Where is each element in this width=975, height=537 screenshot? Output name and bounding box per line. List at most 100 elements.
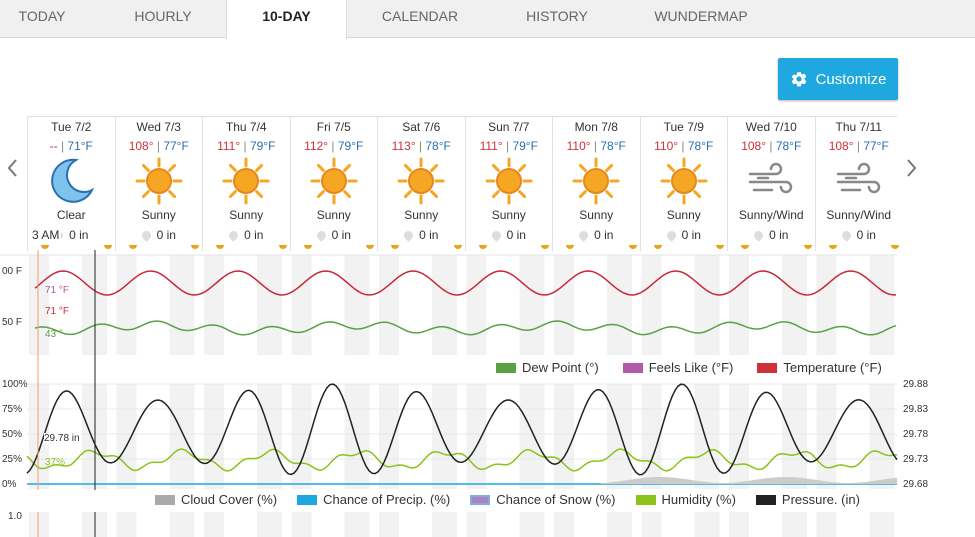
legend-swatch [155,494,175,505]
right-axis-label: 29.73 [903,454,929,465]
precip-pressure-chart [26,380,898,490]
sun-marker-icon [453,245,462,249]
day-column[interactable]: Sat 7/6 113° | 78°F Sunny 0 in [377,117,465,251]
night-band [29,512,49,537]
day-date: Wed 7/3 [136,120,181,134]
high-temp: 111° [217,139,241,153]
high-temp: 113° [391,139,416,153]
day-condition: Sunny/Wind [738,208,804,222]
sun-icon [221,156,271,206]
humidity-line [26,448,898,472]
day-date: Mon 7/8 [574,120,618,134]
sun-marker-icon [716,245,724,249]
night-band [554,255,574,355]
day-condition: Sunny [666,208,701,222]
precip-amount: 0 in [331,228,351,242]
night-band [29,255,49,355]
day-precip: 0 in [641,228,728,242]
day-date: Tue 7/2 [51,120,92,134]
day-column[interactable]: Sun 7/7 111° | 79°F Sunny 0 in [464,117,553,251]
night-band [869,255,895,355]
day-precip: 0 in [378,228,465,242]
prev-arrow[interactable] [6,158,18,184]
legend-label[interactable]: Feels Like (°F) [648,360,734,375]
legend-label[interactable]: Dew Point (°) [522,360,599,375]
precip-amount: 0 in [244,228,264,242]
feels-like-readout: 71 °F [45,285,70,296]
sun-icon [484,156,534,206]
high-temp: 112° [304,139,329,153]
day-column[interactable]: Mon 7/8 110° | 78°F Sunny 0 in [552,117,640,251]
day-column[interactable]: Tue 7/2 -- | 71°F Clear 0 in [27,117,115,251]
day-date: Sat 7/6 [402,120,441,134]
next-arrow[interactable] [906,158,918,184]
sun-marker-icon [103,245,112,249]
sun-icon [659,156,709,206]
day-column[interactable]: Tue 7/9 110° | 78°F Sunny 0 in [639,117,728,251]
night-band [869,512,895,537]
day-column[interactable]: Fri 7/5 112° | 79°F Sunny 0 in [289,117,378,251]
legend-swatch [496,362,516,373]
tab-10-day[interactable]: 10-DAY [226,0,347,39]
sun-marker-icon [303,245,312,249]
day-column[interactable]: Wed 7/10 108° | 78°F Sunny/Wind 0 in [727,117,815,251]
sun-marker-icon [741,245,749,249]
tab-history[interactable]: HISTORY [526,8,588,24]
day-temps: 110° | 78°F [654,139,714,153]
precip-amount: 0 in [594,228,614,242]
temp-axis-label: 50 F [2,317,23,328]
sun-marker-icon [366,245,374,249]
legend-label[interactable]: Cloud Cover (%) [181,492,278,507]
day-temps: 111° | 79°F [217,139,276,153]
high-temp: 111° [479,139,503,153]
day-condition: Sunny/Wind [826,208,892,222]
chevron-left-icon [7,159,17,177]
night-band [116,384,137,489]
sun-marker-icon [566,245,574,249]
raindrop-icon [489,228,503,242]
tab-today[interactable]: TODAY [18,8,66,24]
right-axis-label: 29.83 [903,404,929,415]
low-temp: 71°F [67,139,93,153]
legend-label[interactable]: Humidity (%) [661,492,736,507]
day-temps: 108° | 78°F [741,139,802,153]
tab-wundermap[interactable]: WUNDERMAP [654,8,748,24]
night-band [782,255,807,355]
legend-label[interactable]: Temperature (°F) [783,360,882,375]
wind-icon [746,156,796,206]
legend-swatch [297,494,318,505]
raindrop-icon [839,228,853,242]
precip-amount: 0 in [856,228,876,242]
day-column[interactable]: Thu 7/4 111° | 79°F Sunny 0 in [202,117,290,251]
sun-marker-icon [828,245,837,249]
low-temp: 78°F [775,139,802,153]
low-temp: 77°F [163,139,189,153]
low-temp: 78°F [425,139,451,153]
day-temps: 113° | 78°F [391,139,451,153]
night-band [466,255,487,355]
night-band [432,384,457,489]
legend-swatch [470,494,491,505]
night-band [641,512,662,537]
legend-label[interactable]: Pressure. (in) [781,492,860,507]
tab-calendar[interactable]: CALENDAR [381,8,459,24]
legend-label[interactable]: Chance of Precip. (%) [323,492,451,507]
night-band [379,384,399,489]
legend-label[interactable]: Chance of Snow (%) [496,492,616,507]
tab-bar: TODAY HOURLY 10-DAY CALENDAR HISTORY WUN… [0,0,975,39]
customize-button[interactable]: Customize [778,58,898,100]
tab-hourly[interactable]: HOURLY [134,8,192,24]
night-band [607,384,632,489]
night-band [257,255,282,355]
sun-marker-icon [628,245,637,249]
day-temps: 108° | 77°F [828,139,889,153]
day-temps: 110° | 78°F [566,139,626,153]
raindrop-icon [314,228,328,242]
night-band [432,512,457,537]
low-temp: 79°F [249,139,276,153]
day-column[interactable]: Thu 7/11 108° | 77°F Sunny/Wind 0 in [814,117,903,251]
high-temp: 110° [566,139,591,153]
day-condition: Sunny [491,208,526,222]
day-column[interactable]: Wed 7/3 108° | 77°F Sunny 0 in [114,117,203,251]
day-condition: Sunny [404,208,439,222]
